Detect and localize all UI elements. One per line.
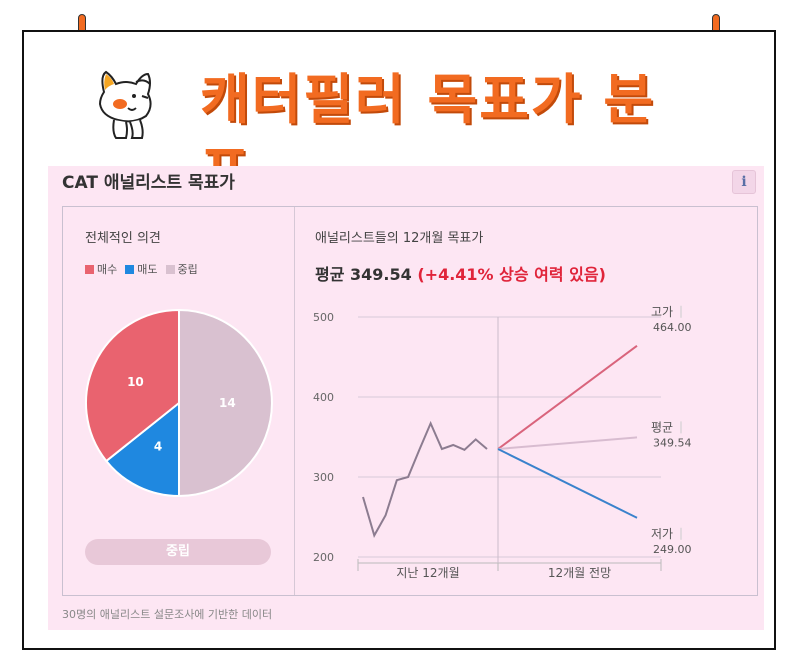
average-label: 평균: [315, 265, 345, 284]
consensus-button[interactable]: 중립: [85, 539, 271, 565]
projection-value-high: 464.00: [653, 321, 692, 334]
legend-item-hold: 중립: [165, 261, 198, 277]
legend-item-sell: 매도: [125, 261, 158, 277]
section-divider: [294, 207, 295, 595]
page-title: 캐터필러 목표가 분포: [200, 68, 656, 203]
legend-label-sell: 매도: [137, 263, 158, 276]
projection-value-low: 249.00: [653, 543, 692, 556]
pie-slice-buy: [85, 308, 180, 463]
info-icon[interactable]: i: [732, 170, 756, 194]
x-section-label: 지난 12개월: [396, 566, 459, 580]
x-section-label: 12개월 전망: [548, 566, 611, 580]
y-tick-label: 200: [313, 551, 334, 564]
legend-label-hold: 중립: [177, 263, 198, 276]
overall-opinion-title: 전체적인 의견: [85, 231, 161, 246]
card-body: 전체적인 의견 매수 매도 중립 14 4 10 중립 애널리스트들의 12개월 목…: [62, 206, 758, 596]
opinion-pie-chart: 14 4 10: [85, 308, 273, 498]
legend-swatch-hold: [165, 264, 175, 274]
projection-line-low: [497, 448, 638, 519]
cat-mascot-icon: [98, 70, 152, 139]
projection-value-average: 349.54: [653, 436, 692, 449]
legend-swatch-sell: [125, 264, 135, 274]
pie-slice-hold: [178, 308, 273, 498]
projection-line-average: [497, 436, 638, 450]
projection-line-high: [497, 344, 638, 450]
average-summary: 평균 349.54 (+4.41% 상승 여력 있음): [315, 261, 606, 285]
y-tick-label: 400: [313, 391, 334, 404]
upside-text: (+4.41% 상승 여력 있음): [417, 265, 606, 284]
pie-label-buy: 10: [127, 375, 144, 389]
average-value: 349.54: [350, 265, 412, 284]
footer-note: 30명의 애널리스트 설문조사에 기반한 데이터: [62, 608, 273, 621]
projection-label-high: 고가: [651, 305, 673, 319]
pie-label-sell: 4: [154, 440, 162, 454]
projection-label-average: 평균: [651, 420, 673, 434]
price-target-title: 애널리스트들의 12개월 목표가: [315, 231, 484, 246]
pie-label-hold: 14: [219, 396, 236, 410]
legend-item-buy: 매수: [85, 261, 117, 277]
y-tick-label: 300: [313, 471, 334, 484]
legend-label-buy: 매수: [97, 263, 118, 276]
card-title: CAT 애널리스트 목표가: [62, 173, 235, 193]
analyst-target-card: CAT 애널리스트 목표가 i 전체적인 의견 매수 매도 중립 14 4 10 중…: [48, 166, 764, 630]
history-price-line: [362, 420, 488, 538]
y-tick-label: 500: [313, 311, 334, 324]
projection-label-low: 저가: [651, 527, 673, 541]
pie-slice-sell: [104, 400, 180, 498]
pie-legend: 매수 매도 중립: [85, 261, 198, 277]
legend-swatch-buy: [85, 264, 94, 274]
price-target-line-chart: 500 400 300 200 지난 12개월 12개월 전망 고가 464.00 평균 349.…: [313, 305, 692, 580]
